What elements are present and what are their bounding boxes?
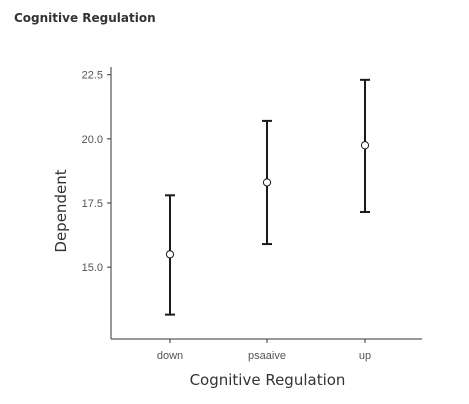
x-axis-title: Cognitive Regulation — [190, 371, 346, 389]
x-tick-label: psaaive — [248, 350, 286, 362]
chart-marks — [165, 78, 370, 316]
x-tick-label: up — [359, 350, 371, 362]
y-axis-title: Dependent — [52, 169, 70, 252]
y-tick-label: 17.5 — [82, 198, 103, 210]
x-tick-label: down — [157, 350, 183, 362]
data-point — [360, 141, 370, 150]
data-point — [165, 250, 175, 259]
y-tick-label: 22.5 — [82, 70, 103, 82]
y-tick-label: 15.0 — [82, 262, 103, 274]
x-axis: down psaaive up — [111, 338, 422, 362]
y-axis: 15.0 17.5 20.0 22.5 — [82, 67, 112, 339]
data-point — [262, 178, 272, 187]
page-title: Cognitive Regulation — [14, 11, 156, 25]
y-tick-label: 20.0 — [82, 134, 103, 146]
